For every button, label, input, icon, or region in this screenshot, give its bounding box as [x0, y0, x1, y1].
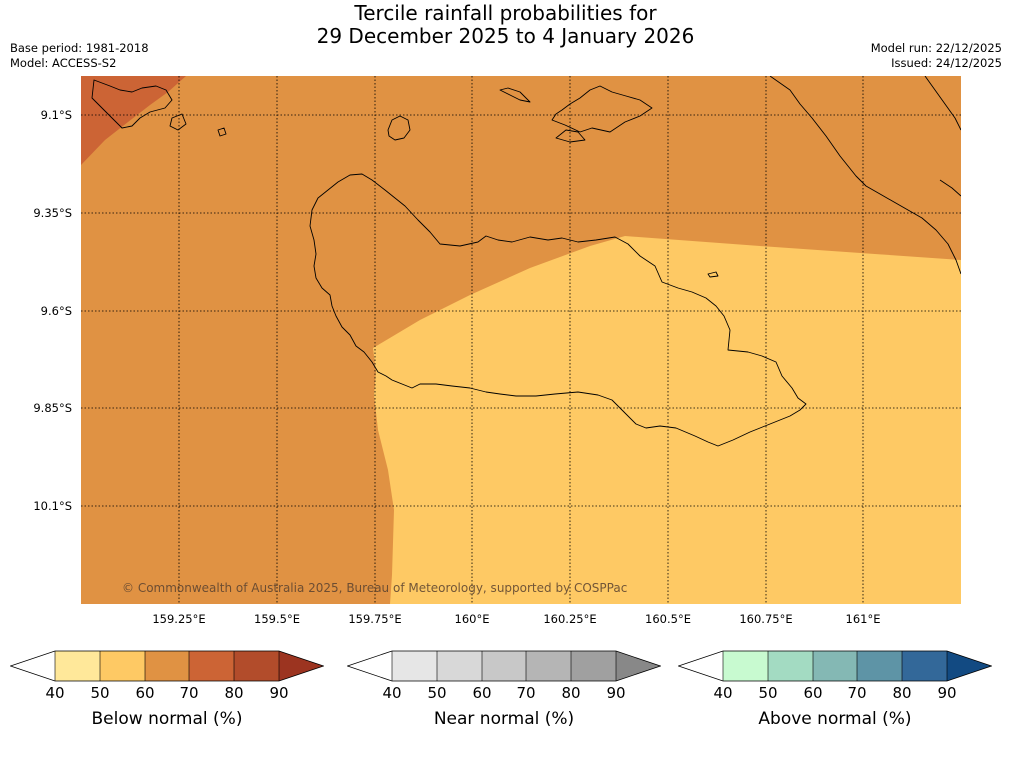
gridlines [81, 76, 961, 604]
base-period-text: Base period: 1981-2018 [10, 41, 149, 55]
coastline-russell-islands [91, 79, 227, 137]
map-title-line2: 29 December 2025 to 4 January 2026 [316, 24, 695, 48]
coastline-malaita [769, 76, 961, 275]
colorbar-tick: 90 [937, 684, 957, 702]
lon-label: 160°E [454, 612, 490, 626]
colorbar-tick: 40 [382, 684, 402, 702]
map-title-line1: Tercile rainfall probabilities for [354, 1, 657, 25]
colorbar-tick: 60 [803, 684, 823, 702]
colorbar-swatch [10, 651, 55, 681]
colorbar-above-normal-swatches [677, 650, 993, 682]
region-below-50-60 [373, 236, 961, 604]
colorbar-swatch [857, 651, 902, 681]
lat-label: 9.1°S [40, 108, 72, 122]
colorbar-swatch [392, 651, 437, 681]
colorbar-near-normal: 40 50 60 70 80 90 Near normal (%) [346, 648, 662, 738]
colorbar-tick: 90 [269, 684, 289, 702]
coastline-savo-island [387, 115, 411, 141]
colorbar-swatch [616, 651, 661, 681]
colorbar-tick: 70 [516, 684, 536, 702]
colorbar-swatch [723, 651, 768, 681]
colorbar-swatch [100, 651, 145, 681]
coastline-guadalcanal [309, 173, 807, 447]
colorbar-swatch [813, 651, 857, 681]
colorbar-swatch [678, 651, 723, 681]
colorbar-tick: 50 [758, 684, 778, 702]
colorbar-tick: 70 [179, 684, 199, 702]
colorbar-above-normal: 40 50 60 70 80 90 Above normal (%) [677, 648, 993, 738]
colorbar-swatch [482, 651, 526, 681]
coastline-florida-islands [499, 85, 653, 143]
lat-label: 9.85°S [33, 401, 72, 415]
colorbar-tick: 90 [606, 684, 626, 702]
colorbar-tick: 60 [135, 684, 155, 702]
colorbar-swatch [279, 651, 324, 681]
colorbar-below-normal-swatches [9, 650, 325, 682]
colorbar-tick: 80 [561, 684, 581, 702]
colorbar-label: Near normal (%) [433, 709, 575, 729]
colorbar-tick: 40 [713, 684, 733, 702]
lon-label: 160.75°E [739, 612, 793, 626]
region-below-70-80 [81, 76, 186, 165]
colorbar-swatch [571, 651, 616, 681]
colorbar-swatch [145, 651, 189, 681]
coastlines [91, 76, 961, 447]
colorbar-below-normal: 40 50 60 70 80 90 Below normal (%) [9, 648, 325, 738]
lon-label: 159.5°E [254, 612, 300, 626]
colorbar-swatch [768, 651, 813, 681]
issued-text: Issued: 24/12/2025 [891, 56, 1002, 70]
colorbar-label: Below normal (%) [91, 709, 243, 729]
colorbar-tick: 70 [847, 684, 867, 702]
colorbar-tick: 80 [892, 684, 912, 702]
colorbar-swatch [189, 651, 234, 681]
lat-label: 9.35°S [33, 206, 72, 220]
coastline-islet [707, 271, 719, 278]
colorbar-swatch [947, 651, 992, 681]
colorbar-swatch [526, 651, 571, 681]
lon-label: 160.5°E [645, 612, 691, 626]
colorbar-tick: 60 [472, 684, 492, 702]
forecast-map: © Commonwealth of Australia 2025, Bureau… [81, 76, 961, 604]
copyright-notice: © Commonwealth of Australia 2025, Bureau… [122, 581, 627, 595]
colorbar-label: Above normal (%) [758, 709, 912, 729]
lon-label: 159.75°E [348, 612, 402, 626]
lon-label: 159.25°E [152, 612, 206, 626]
colorbar-swatch [902, 651, 947, 681]
colorbar-tick: 80 [224, 684, 244, 702]
colorbar-tick: 50 [90, 684, 110, 702]
colorbar-swatch [347, 651, 392, 681]
lon-label: 161°E [845, 612, 881, 626]
colorbar-tick: 50 [427, 684, 447, 702]
lat-label: 9.6°S [40, 304, 72, 318]
colorbar-swatch [55, 651, 100, 681]
model-run-text: Model run: 22/12/2025 [870, 41, 1002, 55]
coastline-malaita-east [924, 76, 961, 197]
colorbar-near-normal-swatches [346, 650, 662, 682]
model-text: Model: ACCESS-S2 [10, 56, 117, 70]
colorbar-tick: 40 [45, 684, 65, 702]
lon-label: 160.25°E [543, 612, 597, 626]
lat-label: 10.1°S [33, 499, 72, 513]
colorbar-swatch [437, 651, 482, 681]
colorbar-swatch [234, 651, 279, 681]
